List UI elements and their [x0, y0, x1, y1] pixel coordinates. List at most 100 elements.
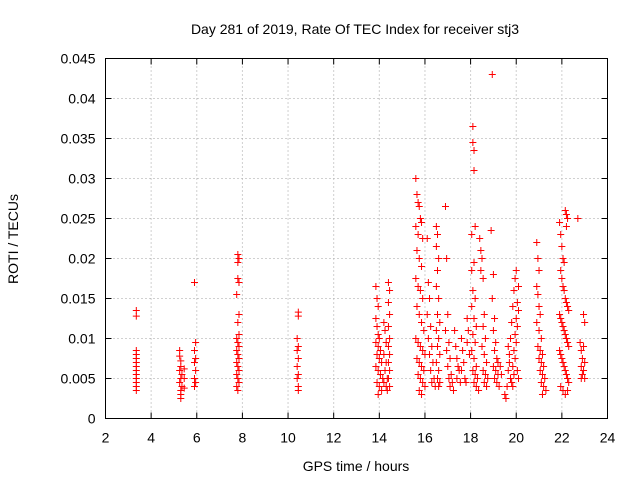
data-point [421, 383, 429, 390]
data-point [177, 395, 185, 402]
data-point [505, 359, 513, 366]
data-point [434, 267, 442, 274]
data-point [423, 311, 431, 318]
data-point [468, 303, 476, 310]
data-point [419, 295, 427, 302]
data-point [190, 359, 198, 366]
data-point [415, 311, 423, 318]
data-point [453, 375, 461, 382]
data-point [561, 367, 569, 374]
data-point [375, 383, 383, 390]
y-tick-label: 0.045 [60, 51, 95, 67]
data-point [372, 283, 380, 290]
data-point [461, 375, 469, 382]
data-point [536, 347, 544, 354]
data-point [561, 391, 569, 398]
data-point [564, 339, 572, 346]
data-point [233, 371, 241, 378]
data-point [386, 351, 394, 358]
x-tick-label: 12 [326, 430, 342, 446]
data-point [459, 347, 467, 354]
data-point [581, 319, 589, 326]
data-point [561, 207, 569, 214]
x-tick-label: 2 [102, 430, 110, 446]
data-point [480, 379, 488, 386]
data-point [435, 255, 443, 262]
data-point [445, 339, 453, 346]
data-point [190, 375, 198, 382]
data-point [494, 359, 502, 366]
data-point [470, 147, 478, 154]
data-point [432, 327, 440, 334]
y-tick-label: 0.015 [60, 291, 95, 307]
data-point [511, 331, 519, 338]
data-point [180, 365, 188, 373]
data-point [435, 335, 443, 342]
data-point [557, 383, 565, 390]
data-point [233, 291, 241, 298]
data-point [427, 323, 435, 330]
data-point [415, 387, 423, 394]
data-point [509, 303, 517, 310]
data-point [436, 379, 444, 386]
data-point [192, 339, 200, 346]
data-point [469, 139, 477, 146]
data-point [435, 295, 443, 302]
data-point [235, 279, 243, 286]
data-point [513, 323, 521, 330]
data-point [418, 219, 426, 226]
data-point [178, 371, 186, 378]
data-point [176, 352, 184, 360]
data-point [414, 371, 422, 378]
data-point [449, 387, 457, 394]
data-point [375, 355, 383, 362]
data-point [476, 235, 484, 242]
data-point [537, 379, 545, 386]
x-tick-label: 8 [239, 430, 247, 446]
data-point [446, 383, 454, 390]
data-point [294, 371, 302, 378]
data-point [413, 303, 421, 310]
data-point [513, 367, 521, 374]
data-point [470, 167, 478, 174]
data-point [418, 319, 426, 326]
data-point [420, 367, 428, 374]
data-point [190, 279, 198, 286]
data-point [558, 275, 566, 282]
data-point [556, 311, 564, 318]
x-axis-label: GPS time / hours [303, 458, 410, 474]
data-point [386, 383, 394, 390]
data-point [426, 295, 434, 302]
data-point [480, 351, 488, 358]
data-point [468, 267, 476, 274]
data-point [434, 343, 442, 350]
data-point [556, 219, 564, 226]
data-point [564, 375, 572, 382]
data-point [508, 319, 516, 326]
data-point [576, 339, 584, 346]
x-tick-label: 24 [600, 430, 616, 446]
data-point [475, 387, 483, 394]
data-point [447, 371, 455, 378]
data-point [235, 367, 243, 374]
data-point [491, 375, 499, 382]
data-point [470, 355, 478, 362]
data-point [470, 379, 478, 386]
data-point [491, 315, 499, 322]
data-point [234, 275, 242, 282]
x-tick-label: 18 [463, 430, 479, 446]
data-point [560, 259, 568, 266]
data-point [414, 339, 422, 346]
data-point [510, 287, 518, 294]
data-point [432, 359, 440, 366]
data-point [372, 339, 380, 346]
data-point [560, 287, 568, 294]
data-point [558, 319, 566, 326]
data-point [538, 391, 546, 398]
data-point [234, 251, 242, 258]
data-points [132, 71, 589, 402]
data-point [578, 355, 586, 362]
data-point [510, 371, 518, 378]
data-point [509, 363, 517, 370]
